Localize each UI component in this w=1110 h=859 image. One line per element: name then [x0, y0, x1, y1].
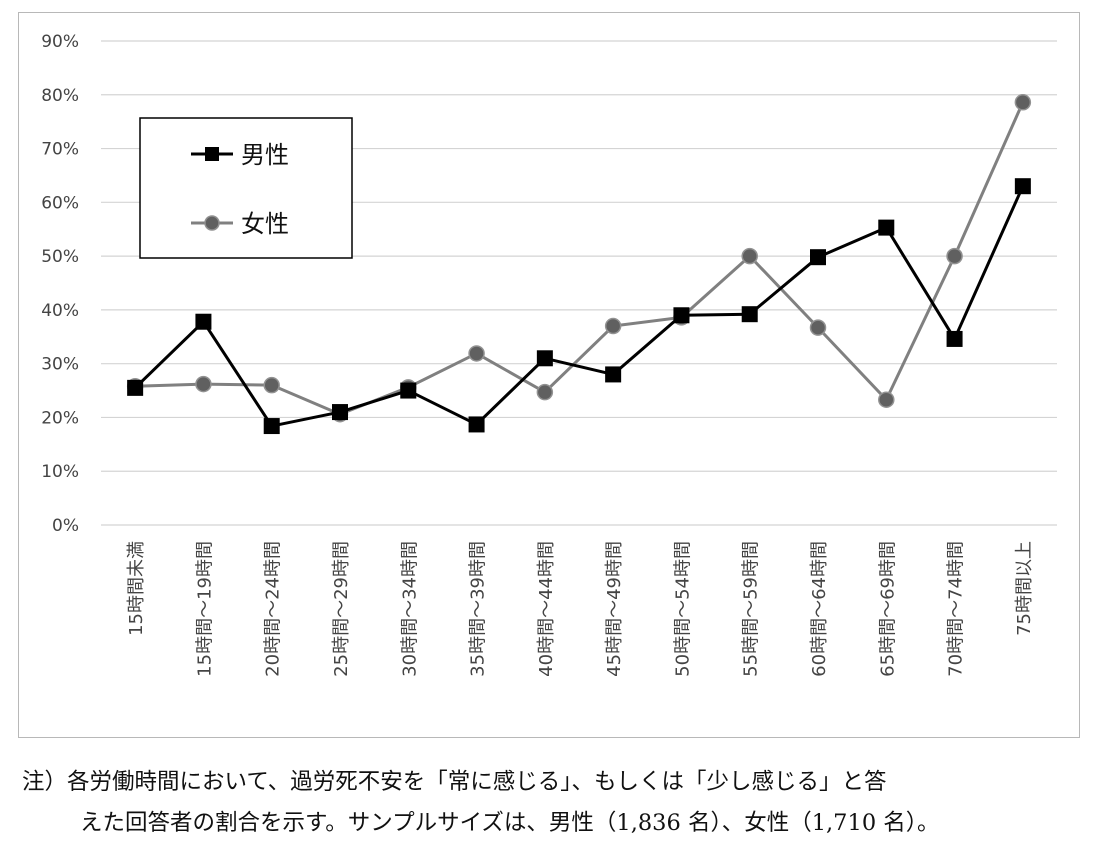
x-tick-label: 70時間～74時間 — [946, 541, 967, 677]
data-point-female — [536, 383, 554, 401]
note-line-2: えた回答者の割合を示す。サンプルサイズは、男性（1,836 名）、女性（1,71… — [80, 810, 940, 836]
data-point-male — [468, 416, 485, 433]
data-point-male — [810, 249, 826, 266]
legend-marker-female — [204, 215, 220, 231]
series-line — [134, 185, 1025, 428]
y-tick-label: 70% — [41, 140, 79, 160]
series-male — [127, 178, 1031, 435]
y-tick-label: 10% — [41, 462, 79, 482]
data-point-male — [332, 404, 348, 421]
data-point-male — [400, 382, 417, 399]
data-point-female — [263, 376, 280, 394]
data-point-male — [1014, 178, 1031, 195]
x-tick-label: 15時間～19時間 — [194, 541, 215, 677]
data-point-male — [741, 306, 758, 323]
x-tick-label: 45時間～49時間 — [604, 541, 625, 677]
x-tick-label: 75時間以上 — [1014, 541, 1035, 636]
chart-note: 注）各労働時間において、過労死不安を「常に感じる」、もしくは「少し感じる」と答 … — [22, 762, 1102, 844]
legend-label-female: 女性 — [241, 210, 289, 238]
data-point-male — [263, 418, 280, 435]
data-point-male — [878, 219, 895, 236]
data-point-male — [673, 307, 690, 324]
x-tick-label: 50時間～54時間 — [672, 541, 693, 677]
data-point-female — [809, 319, 827, 336]
x-tick-label: 40時間～44時間 — [536, 541, 557, 677]
data-point-male — [536, 350, 553, 367]
legend-box — [139, 117, 353, 259]
y-tick-label: 60% — [41, 193, 79, 213]
note-line-1: 注）各労働時間において、過労死不安を「常に感じる」、もしくは「少し感じる」と答 — [22, 769, 887, 795]
x-tick-label: 20時間～24時間 — [263, 541, 284, 677]
y-tick-label: 0% — [52, 516, 79, 536]
line-chart: 0%10%20%30%40%50%60%70%80%90% 15時間未満 15時間… — [41, 32, 1057, 677]
y-tick-label: 50% — [41, 247, 79, 267]
chart-frame: 0% 10% 20% 30% 40% 50% 60% 70% 80% 90% 15時間未満 15時間… — [18, 12, 1080, 738]
data-point-male — [946, 330, 963, 347]
data-point-female — [946, 247, 963, 265]
data-point-female — [468, 345, 485, 362]
series-line — [135, 101, 1025, 416]
y-tick-label: 40% — [41, 301, 79, 321]
gridlines — [101, 40, 1057, 526]
legend-item-female: 女性 — [191, 210, 289, 238]
x-tick-label: 35時間～39時間 — [468, 541, 489, 677]
data-point-female — [878, 391, 895, 408]
data-point-male — [195, 313, 212, 330]
x-tick-label: 55時間～59時間 — [741, 541, 762, 677]
x-tick-label: 15時間未満 — [126, 541, 147, 636]
x-tick-label: 25時間～29時間 — [331, 541, 352, 677]
y-tick-label: 80% — [41, 86, 79, 106]
x-tick-label: 60時間～64時間 — [809, 541, 830, 677]
y-axis-ticks: 0% 10% 20% 30% 40% 50% 60% 70% 80% 90% — [41, 32, 79, 536]
data-point-male — [127, 379, 144, 396]
x-axis-ticks: 15時間未満 15時間～19時間 20時間～24時間 25時間～29時間 30時間～34… — [126, 541, 1035, 677]
data-point-female — [741, 247, 758, 265]
y-tick-label: 20% — [41, 408, 79, 428]
legend-marker-male — [205, 147, 219, 161]
data-point-male — [605, 366, 622, 383]
data-point-female — [195, 375, 212, 393]
data-point-female — [1014, 94, 1032, 111]
y-tick-label: 90% — [41, 32, 79, 52]
x-tick-label: 30時間～34時間 — [399, 541, 420, 677]
y-tick-label: 30% — [41, 355, 79, 375]
legend: 男性 女性 — [139, 117, 353, 259]
data-point-female — [604, 317, 622, 335]
legend-label-male: 男性 — [241, 141, 289, 169]
series-layer — [126, 94, 1032, 435]
legend-item-male: 男性 — [191, 141, 289, 169]
x-tick-label: 65時間～69時間 — [877, 541, 898, 677]
